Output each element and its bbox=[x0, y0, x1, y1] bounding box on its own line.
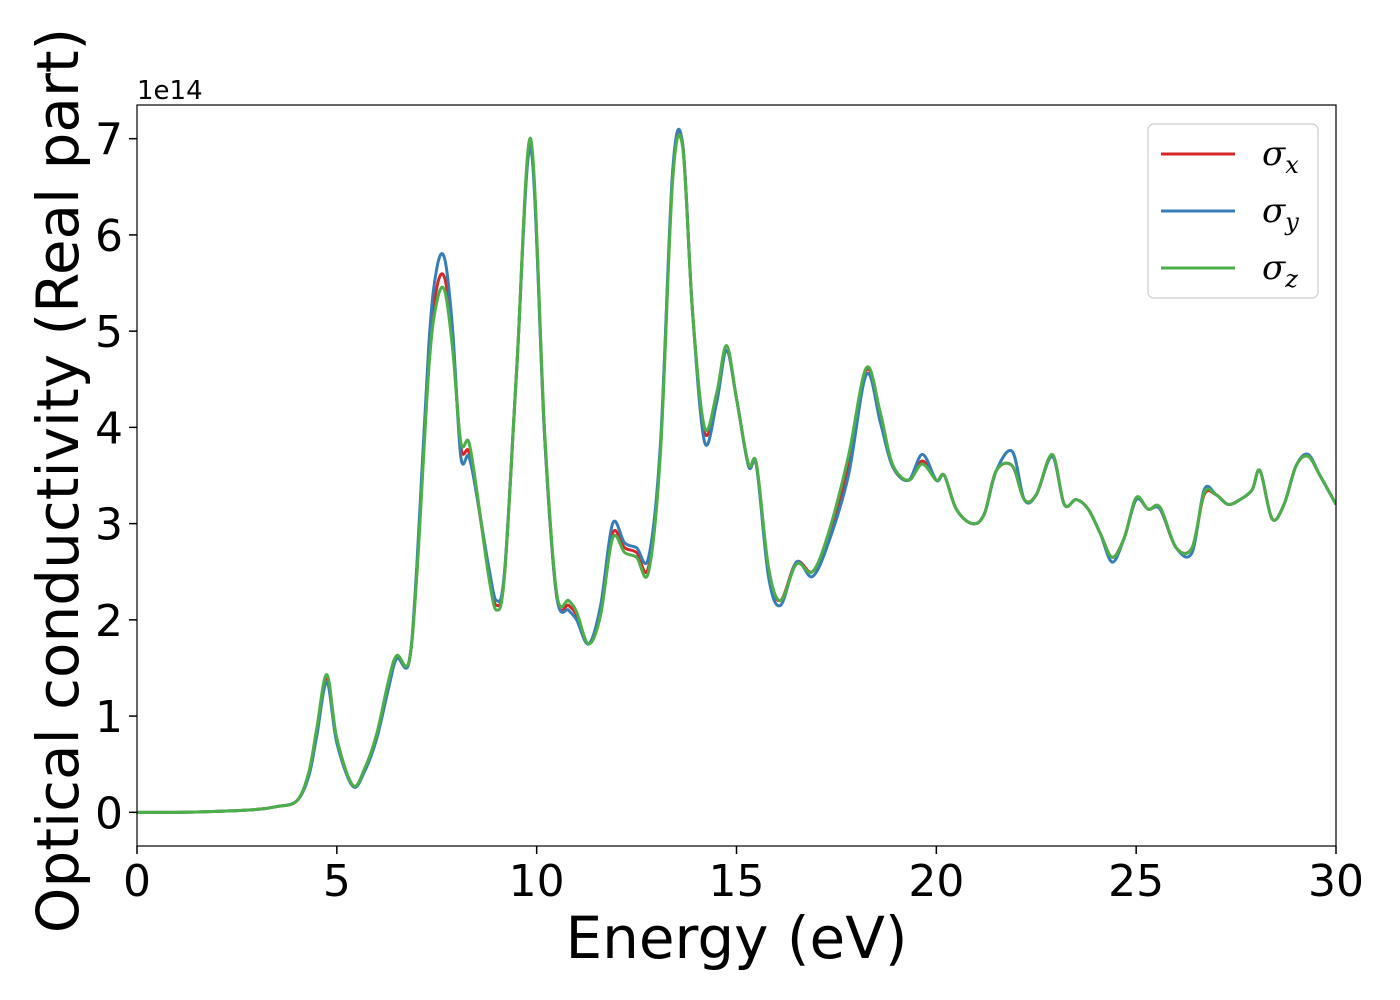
legend-subscript: z bbox=[1284, 265, 1298, 293]
series-layer bbox=[137, 128, 1336, 814]
x-tick-label: 20 bbox=[908, 856, 964, 907]
y-tick-label: 2 bbox=[95, 596, 123, 647]
legend-symbol: σ bbox=[1262, 134, 1286, 174]
legend-symbol: σ bbox=[1262, 248, 1286, 288]
y-tick-label: 6 bbox=[95, 211, 123, 262]
x-tick-label: 5 bbox=[323, 856, 351, 907]
series-line-z bbox=[137, 133, 1336, 814]
y-axis-label: Optical conductivity (Real part) bbox=[24, 28, 92, 933]
x-tick-label: 30 bbox=[1308, 856, 1364, 907]
x-tick-label: 25 bbox=[1108, 856, 1164, 907]
x-tick-label: 0 bbox=[123, 856, 151, 907]
legend-label-x: σx bbox=[1262, 134, 1299, 179]
y-tick-label: 7 bbox=[95, 115, 123, 166]
x-axis-label: Energy (eV) bbox=[565, 904, 907, 972]
y-tick-label: 1 bbox=[95, 692, 123, 743]
y-tick-label: 3 bbox=[95, 500, 123, 551]
y-axis: 0 1 2 3 4 5 6 7 bbox=[95, 115, 137, 839]
legend-subscript: y bbox=[1284, 208, 1299, 236]
y-tick-label: 0 bbox=[95, 788, 123, 839]
legend-label-y: σy bbox=[1262, 191, 1299, 236]
y-offset-label: 1e14 bbox=[137, 76, 203, 106]
x-tick-label: 15 bbox=[709, 856, 765, 907]
y-tick-label: 4 bbox=[95, 403, 123, 454]
legend-label-z: σz bbox=[1262, 248, 1298, 293]
legend-subscript: x bbox=[1285, 151, 1299, 179]
y-tick-label: 5 bbox=[95, 307, 123, 358]
x-tick-label: 10 bbox=[509, 856, 565, 907]
x-axis: 0 5 10 15 20 25 30 bbox=[123, 846, 1364, 907]
legend-symbol: σ bbox=[1262, 191, 1286, 231]
